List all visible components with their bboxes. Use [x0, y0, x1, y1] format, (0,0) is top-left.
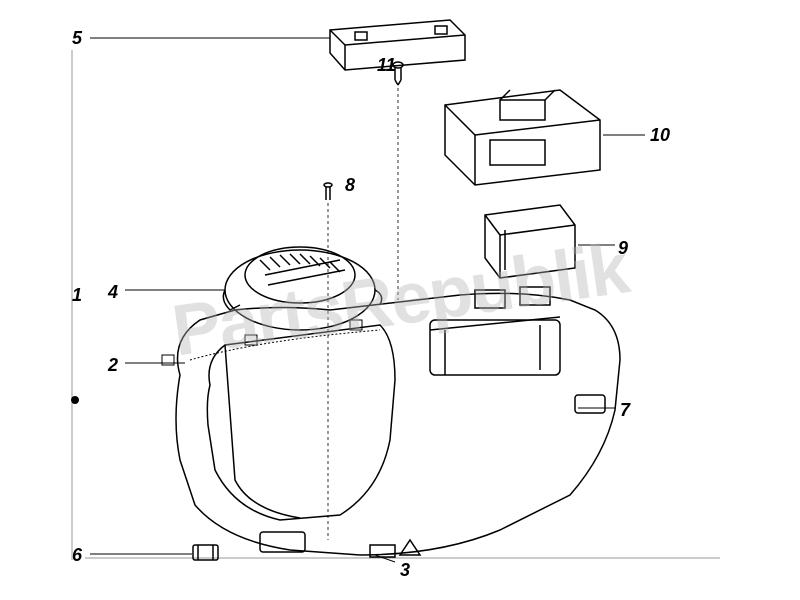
callout-8: 8 — [345, 175, 355, 196]
callout-10: 10 — [650, 125, 670, 146]
callout-2: 2 — [108, 355, 118, 376]
callout-6: 6 — [72, 545, 82, 566]
diagram-svg — [0, 0, 800, 600]
callout-9: 9 — [618, 238, 628, 259]
callout-5: 5 — [72, 28, 82, 49]
parts-diagram: PartsRepublik 1 2 3 4 5 6 7 8 9 10 11 — [0, 0, 800, 600]
callout-1: 1 — [72, 285, 82, 306]
callout-3: 3 — [400, 560, 410, 581]
callout-11: 11 — [377, 55, 396, 76]
callout-4: 4 — [108, 282, 118, 303]
callout-7: 7 — [620, 400, 630, 421]
